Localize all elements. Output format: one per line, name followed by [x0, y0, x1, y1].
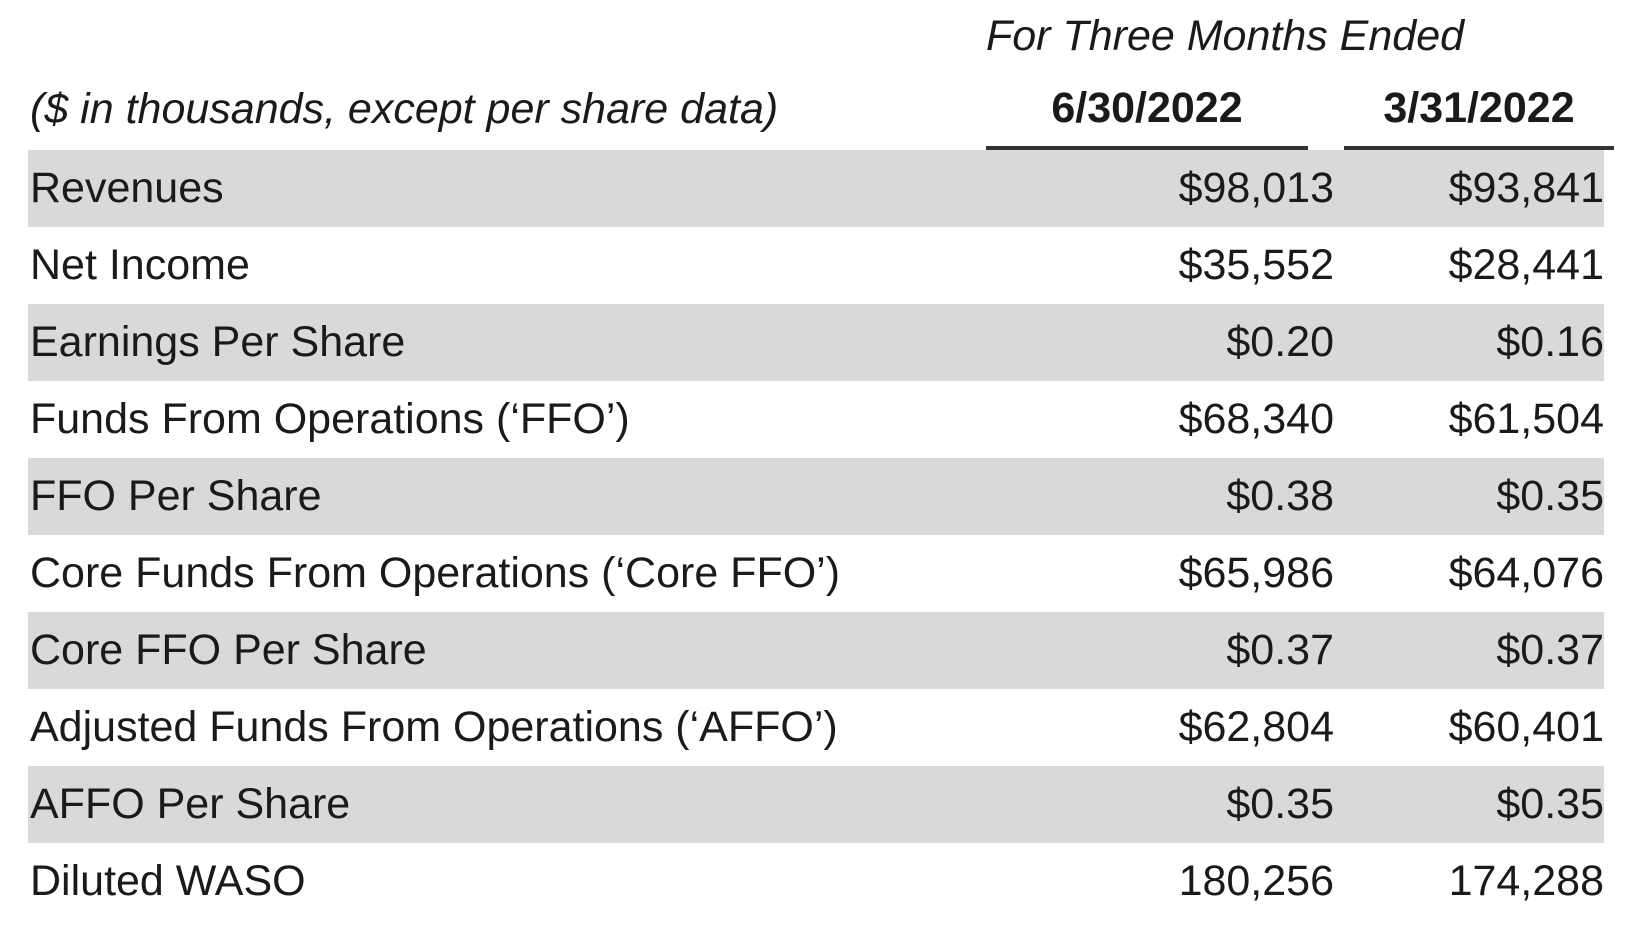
row-value-q2: $68,340 — [1178, 395, 1334, 443]
table-row: Revenues $98,013 $93,841 — [28, 150, 1604, 227]
table-row: Diluted WASO 180,256 174,288 — [28, 843, 1604, 920]
row-value-q1: $64,076 — [1448, 549, 1604, 597]
row-label: Adjusted Funds From Operations (‘AFFO’) — [30, 703, 838, 751]
column-header-q2: 6/30/2022 — [1051, 84, 1243, 132]
column-header-rule-q2 — [986, 146, 1308, 150]
row-value-q1: $0.35 — [1496, 780, 1604, 828]
table-row: Adjusted Funds From Operations (‘AFFO’) … — [28, 689, 1604, 766]
row-value-q1: $28,441 — [1448, 241, 1604, 289]
row-label: FFO Per Share — [30, 472, 322, 520]
row-value-q1: $60,401 — [1448, 703, 1604, 751]
period-header: For Three Months Ended — [986, 12, 1465, 60]
row-value-q2: $0.37 — [1226, 626, 1334, 674]
table-row: AFFO Per Share $0.35 $0.35 — [28, 766, 1604, 843]
table-row: Earnings Per Share $0.20 $0.16 — [28, 304, 1604, 381]
table-row: Core FFO Per Share $0.37 $0.37 — [28, 612, 1604, 689]
row-label: Earnings Per Share — [30, 318, 406, 366]
row-label: Diluted WASO — [30, 857, 306, 905]
row-value-q2: $0.20 — [1226, 318, 1334, 366]
row-label: Funds From Operations (‘FFO’) — [30, 395, 630, 443]
units-note: ($ in thousands, except per share data) — [30, 85, 779, 133]
row-value-q2: $0.35 — [1226, 780, 1334, 828]
row-value-q2: $0.38 — [1226, 472, 1334, 520]
row-value-q1: 174,288 — [1448, 857, 1604, 905]
row-label: Core FFO Per Share — [30, 626, 427, 674]
row-label: Revenues — [30, 164, 224, 212]
row-value-q1: $61,504 — [1448, 395, 1604, 443]
row-label: Core Funds From Operations (‘Core FFO’) — [30, 549, 841, 597]
financial-summary-table: Revenues $98,013 $93,841 Net Income $35,… — [28, 150, 1604, 920]
table-row: Funds From Operations (‘FFO’) $68,340 $6… — [28, 381, 1604, 458]
row-value-q2: $65,986 — [1178, 549, 1334, 597]
row-value-q1: $0.37 — [1496, 626, 1604, 674]
table-row: Net Income $35,552 $28,441 — [28, 227, 1604, 304]
row-value-q2: $62,804 — [1178, 703, 1334, 751]
row-value-q2: $35,552 — [1178, 241, 1334, 289]
row-value-q2: $98,013 — [1178, 164, 1334, 212]
table-row: Core Funds From Operations (‘Core FFO’) … — [28, 535, 1604, 612]
row-value-q1: $0.35 — [1496, 472, 1604, 520]
row-label: Net Income — [30, 241, 250, 289]
row-value-q1: $0.16 — [1496, 318, 1604, 366]
column-header-q1: 3/31/2022 — [1383, 84, 1575, 132]
row-value-q1: $93,841 — [1448, 164, 1604, 212]
table-row: FFO Per Share $0.38 $0.35 — [28, 458, 1604, 535]
column-header-rule-q1 — [1344, 146, 1614, 150]
row-label: AFFO Per Share — [30, 780, 351, 828]
row-value-q2: 180,256 — [1178, 857, 1334, 905]
